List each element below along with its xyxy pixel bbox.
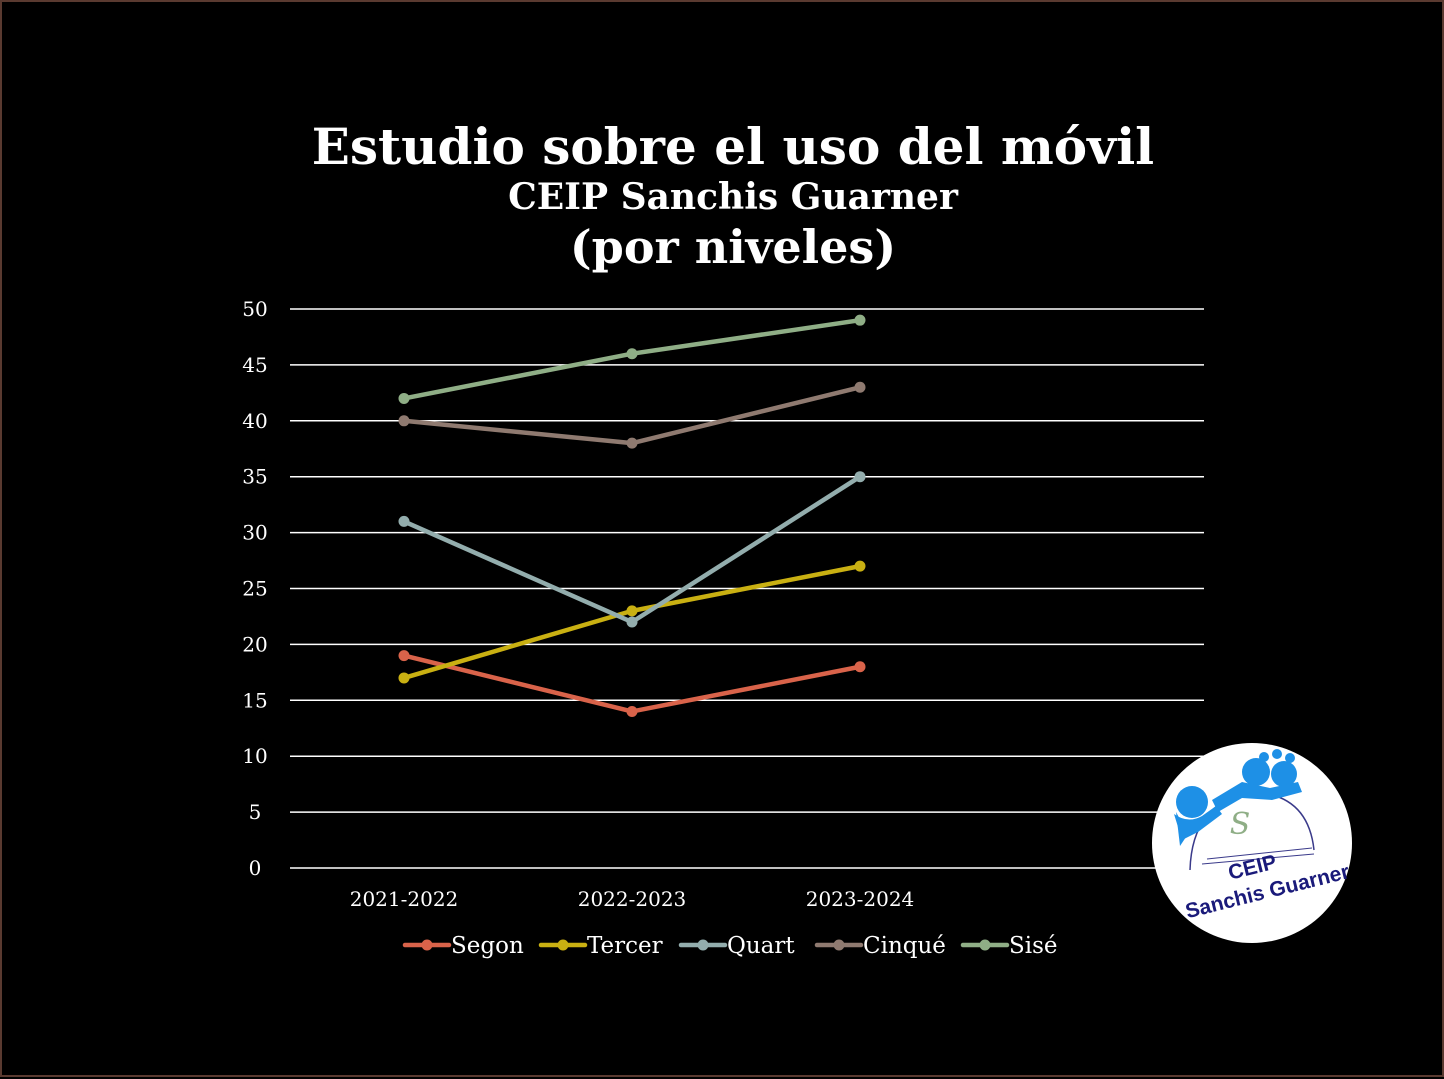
series-line-segon xyxy=(401,653,863,714)
data-point xyxy=(398,672,410,684)
x-tick-label: 2021-2022 xyxy=(350,887,459,911)
data-point xyxy=(626,437,638,449)
series-lines xyxy=(398,314,866,717)
y-tick-label: 30 xyxy=(242,521,267,545)
y-tick-label: 25 xyxy=(242,577,267,601)
legend-label: Sisé xyxy=(1009,933,1058,959)
y-tick-label: 35 xyxy=(242,465,267,489)
data-point xyxy=(626,605,638,617)
data-point xyxy=(854,661,866,673)
y-tick-label: 5 xyxy=(249,800,262,824)
logo-inner-lines xyxy=(1201,847,1315,865)
school-logo: S CEIP Sanchis Guarner xyxy=(1152,743,1352,943)
y-tick-label: 50 xyxy=(242,297,267,321)
y-tick-label: 40 xyxy=(242,409,267,433)
y-axis-ticks: 0 5 10 15 20 25 30 35 40 45 50 xyxy=(242,297,267,880)
data-point xyxy=(626,616,638,628)
data-point xyxy=(398,392,410,404)
x-axis-ticks: 2021-2022 2022-2023 2023-2024 xyxy=(350,887,915,911)
chart-title: Estudio sobre el uso del móvil xyxy=(312,117,1154,176)
legend-marker xyxy=(979,939,991,951)
data-point xyxy=(398,650,410,662)
data-point xyxy=(626,705,638,717)
data-point xyxy=(854,471,866,483)
legend-label: Tercer xyxy=(587,933,663,959)
legend: Segon Tercer Quart Cinqué Sisé xyxy=(402,933,1058,959)
chart-subtitle-levels: (por niveles) xyxy=(570,220,896,274)
legend-label: Quart xyxy=(727,933,795,959)
data-point xyxy=(854,381,866,393)
chart-subtitle: CEIP Sanchis Guarner xyxy=(508,176,959,218)
y-tick-label: 45 xyxy=(242,353,267,377)
legend-marker xyxy=(833,939,845,951)
x-tick-label: 2022-2023 xyxy=(578,887,687,911)
x-tick-label: 2023-2024 xyxy=(806,887,915,911)
series-line-cinqué xyxy=(401,385,863,446)
legend-label: Cinqué xyxy=(863,933,946,959)
legend-label: Segon xyxy=(451,933,524,959)
y-tick-label: 15 xyxy=(242,688,267,712)
legend-marker xyxy=(557,939,569,951)
legend-marker xyxy=(697,939,709,951)
legend-marker xyxy=(421,939,433,951)
y-tick-label: 10 xyxy=(242,744,267,768)
data-point xyxy=(398,515,410,527)
data-point xyxy=(854,560,866,572)
y-tick-label: 0 xyxy=(249,856,262,880)
logo-figures-icon xyxy=(1174,749,1302,846)
y-tick-label: 20 xyxy=(242,632,267,656)
data-point xyxy=(626,348,638,360)
data-point xyxy=(398,415,410,427)
series-line-quart xyxy=(401,474,863,625)
logo-monogram: S xyxy=(1230,807,1251,842)
data-point xyxy=(854,314,866,326)
series-line-sisé xyxy=(401,317,863,401)
